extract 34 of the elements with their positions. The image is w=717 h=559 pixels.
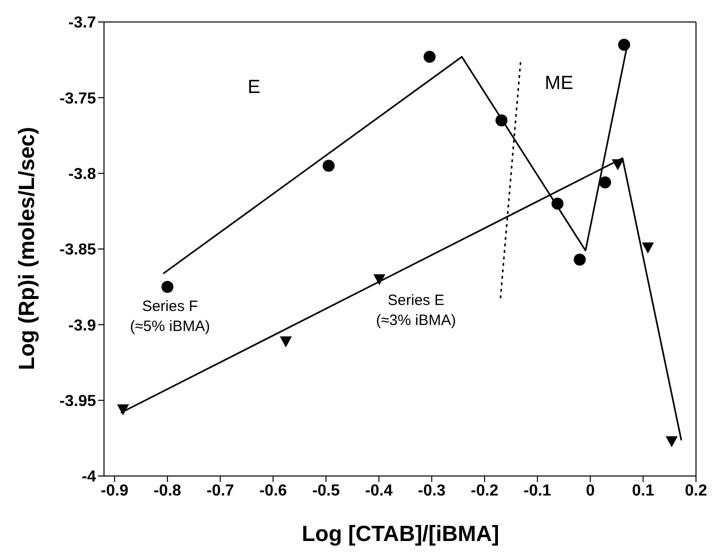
y-tick-label: -4: [82, 468, 96, 486]
y-tick-label: -3.85: [60, 242, 96, 259]
point: [424, 50, 436, 63]
point: [322, 160, 335, 172]
point: [618, 38, 630, 51]
point: [599, 176, 612, 188]
point: [642, 242, 654, 254]
x-tick-label: -0.2: [470, 482, 498, 500]
point: [666, 436, 678, 448]
series-label: Series E (≈3% iBMA): [376, 292, 456, 329]
y-tick-label: -3.9: [68, 317, 96, 334]
x-tick-label: -0.9: [100, 482, 128, 500]
x-tick-label: 0.1: [632, 482, 654, 500]
x-tick-label: 0.2: [684, 482, 708, 500]
y-tick-label: -3.75: [60, 90, 96, 108]
point: [280, 336, 292, 348]
point: [161, 280, 174, 293]
y-tick-label: -3.8: [68, 166, 96, 184]
x-tick-label: -0.8: [154, 482, 182, 500]
x-tick-label: -0.7: [206, 482, 234, 500]
x-tick-label: 0: [586, 482, 595, 500]
x-tick-label: -0.1: [524, 482, 552, 500]
y-tick-label: -3.95: [60, 393, 96, 410]
y-tick-label: -3.7: [68, 14, 96, 32]
x-axis-title: Log [CTAB]/[iBMA]: [302, 521, 500, 546]
annotation: ME: [544, 73, 574, 94]
point: [574, 254, 586, 266]
x-tick-label: -0.6: [259, 482, 288, 500]
x-tick-label: -0.5: [312, 482, 340, 500]
x-tick-label: -0.4: [365, 482, 393, 500]
annotation: E: [248, 77, 260, 98]
series-label: Series F (≈5% iBMA): [130, 298, 210, 335]
y-axis-title: Log (Rp)i (moles/L/sec): [14, 126, 39, 370]
x-tick-label: -0.3: [418, 482, 446, 500]
